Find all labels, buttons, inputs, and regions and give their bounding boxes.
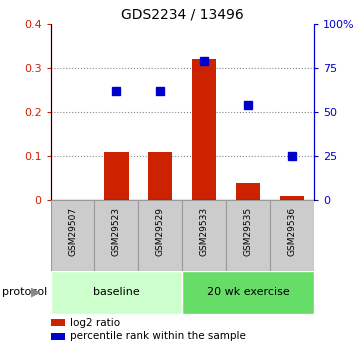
Bar	[182, 200, 226, 271]
Bar	[226, 200, 270, 271]
Bar	[104, 152, 129, 200]
Text: GSM29536: GSM29536	[288, 207, 297, 256]
Text: percentile rank within the sample: percentile rank within the sample	[70, 331, 246, 341]
Bar	[182, 271, 314, 314]
Text: GSM29533: GSM29533	[200, 207, 209, 256]
Text: baseline: baseline	[93, 287, 140, 297]
Title: GDS2234 / 13496: GDS2234 / 13496	[121, 8, 244, 22]
Text: GSM29535: GSM29535	[244, 207, 253, 256]
Bar	[280, 196, 304, 200]
Bar	[138, 200, 182, 271]
Text: GSM29529: GSM29529	[156, 207, 165, 256]
Bar	[236, 183, 260, 200]
Bar	[95, 200, 138, 271]
Text: GSM29523: GSM29523	[112, 207, 121, 256]
Bar	[270, 200, 314, 271]
Bar	[148, 152, 173, 200]
Text: 20 wk exercise: 20 wk exercise	[207, 287, 290, 297]
Bar	[51, 319, 65, 326]
Text: protocol: protocol	[2, 287, 47, 297]
Text: ▶: ▶	[31, 286, 41, 299]
Bar	[192, 59, 216, 200]
Text: log2 ratio: log2 ratio	[70, 318, 121, 328]
Bar	[51, 200, 95, 271]
Bar	[51, 333, 65, 340]
Bar	[51, 271, 182, 314]
Text: GSM29507: GSM29507	[68, 207, 77, 256]
